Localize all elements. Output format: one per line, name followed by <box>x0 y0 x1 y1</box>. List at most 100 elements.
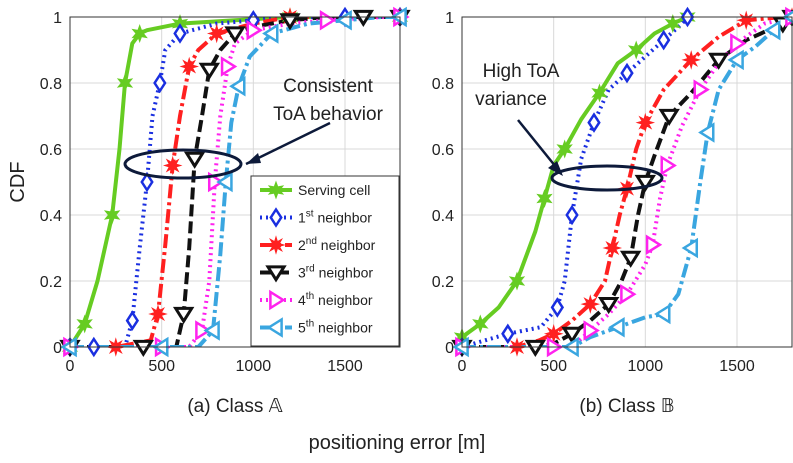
data-point-marker <box>198 62 221 80</box>
data-point-marker <box>681 50 701 70</box>
y-tick-label: 1 <box>445 10 454 27</box>
x-tick-label: 1000 <box>628 358 664 375</box>
data-point-marker <box>246 19 263 41</box>
y-tick-label: 0 <box>445 340 454 357</box>
data-point-marker <box>195 320 212 341</box>
legend-label: 5th neighbor <box>298 319 373 336</box>
y-tick-label: 0.4 <box>432 208 454 225</box>
data-point-marker <box>627 40 645 60</box>
data-point-marker <box>172 306 195 325</box>
data-point-marker <box>76 314 93 334</box>
data-point-marker <box>736 10 756 31</box>
annotation-b-line2: variance <box>475 89 547 110</box>
legend-label: 1st neighbor <box>298 209 372 226</box>
series-line-neighbor-2 <box>462 17 792 347</box>
legend-swatch-marker <box>266 235 286 255</box>
annotation-a-line1: Consistent <box>283 76 373 97</box>
data-point-marker <box>153 72 167 94</box>
legend: Serving cell 1st neighbor 2nd neighbor 3rd … <box>250 175 400 347</box>
series-line-serving-cell <box>70 17 400 347</box>
annotation-b-line1: High ToA <box>483 61 560 82</box>
data-point-marker <box>148 304 168 324</box>
legend-label: 4th neighbor <box>298 291 373 308</box>
data-point-marker <box>654 303 671 325</box>
data-point-marker <box>103 205 121 225</box>
data-point-marker <box>162 155 183 176</box>
y-tick-label: 0.6 <box>40 142 62 159</box>
data-point-marker <box>319 10 337 31</box>
x-tick-label: 1000 <box>236 358 272 375</box>
data-point-marker <box>536 189 553 208</box>
legend-label: Serving cell <box>298 182 370 198</box>
y-axis-label: CDF <box>7 161 29 202</box>
legend-label: 3rd neighbor <box>298 264 373 281</box>
data-point-marker <box>131 24 148 43</box>
data-point-marker <box>656 29 671 51</box>
data-point-marker <box>660 155 677 176</box>
data-point-marker <box>608 316 625 338</box>
data-point-marker <box>620 283 637 305</box>
data-point-marker <box>681 237 699 259</box>
data-point-marker <box>179 56 199 77</box>
data-point-marker <box>116 73 134 93</box>
data-point-marker <box>707 52 730 70</box>
panel-b-title: (b) Class 𝔹 <box>579 396 674 417</box>
data-point-marker <box>580 294 601 314</box>
plot-frame-b <box>461 16 793 348</box>
data-point-marker <box>183 151 206 169</box>
y-tick-label: 0.8 <box>432 76 454 93</box>
panel-a-title: (a) Class 𝔸 <box>187 396 282 417</box>
legend-swatch-marker <box>269 207 283 228</box>
y-tick-label: 1 <box>53 10 62 27</box>
legend-label: 2nd neighbor <box>298 236 376 253</box>
data-point-marker <box>602 238 623 258</box>
markers-b <box>451 6 793 358</box>
data-point-marker <box>335 10 352 31</box>
data-point-marker <box>472 314 489 334</box>
data-point-marker <box>597 297 620 315</box>
data-point-marker <box>206 23 227 44</box>
annotation-a-line2: ToA behavior <box>273 104 384 125</box>
legend-items: Serving cell 1st neighbor 2nd neighbor 3rd … <box>260 180 376 338</box>
data-point-marker <box>262 23 279 44</box>
markers-a <box>59 6 411 358</box>
legend-swatch-marker <box>266 317 283 338</box>
data-point-marker <box>352 9 375 28</box>
data-point-marker <box>693 79 710 100</box>
legend-swatch-marker <box>269 289 286 311</box>
annotation-arrowhead-b <box>548 161 563 176</box>
annotation-ellipse-a <box>123 148 243 180</box>
x-tick-label: 1500 <box>719 358 755 375</box>
y-tick-label: 0.6 <box>432 142 454 159</box>
annotation-arrow-b <box>517 119 561 173</box>
data-point-marker <box>619 250 642 268</box>
data-point-marker <box>698 122 715 143</box>
data-point-marker <box>730 33 747 54</box>
data-point-marker <box>229 76 246 97</box>
data-point-marker <box>620 62 634 84</box>
data-point-marker <box>727 49 744 71</box>
data-point-marker <box>587 112 601 133</box>
data-point-marker <box>140 171 154 193</box>
data-point-marker <box>634 174 657 193</box>
legend-swatch-marker <box>265 265 287 283</box>
y-tick-label: 0.8 <box>40 76 62 93</box>
data-point-marker <box>658 108 680 127</box>
data-point-marker <box>635 112 656 133</box>
x-axis-label: positioning error [m] <box>309 432 486 454</box>
data-point-marker <box>645 234 663 255</box>
y-tick-label: 0 <box>53 340 62 357</box>
legend-swatch-marker <box>267 180 285 200</box>
legend-box <box>250 175 400 347</box>
data-point-marker <box>565 204 579 226</box>
panel-class-a: 0 500 1000 1500 0 0.2 0.4 0.6 0.8 1 (a) Class 𝔸 C… <box>40 6 411 417</box>
data-point-marker <box>524 339 547 358</box>
annotation-arrowhead-a <box>246 153 261 164</box>
data-point-marker <box>508 271 526 291</box>
data-point-marker <box>220 56 238 77</box>
x-tick-label: 500 <box>148 358 175 375</box>
x-tick-label: 0 <box>66 358 75 375</box>
data-point-marker <box>216 171 233 193</box>
panel-class-b: 0 500 1000 1500 0 0.2 0.4 0.6 0.8 1 (b) Class 𝔹 H… <box>432 6 793 417</box>
